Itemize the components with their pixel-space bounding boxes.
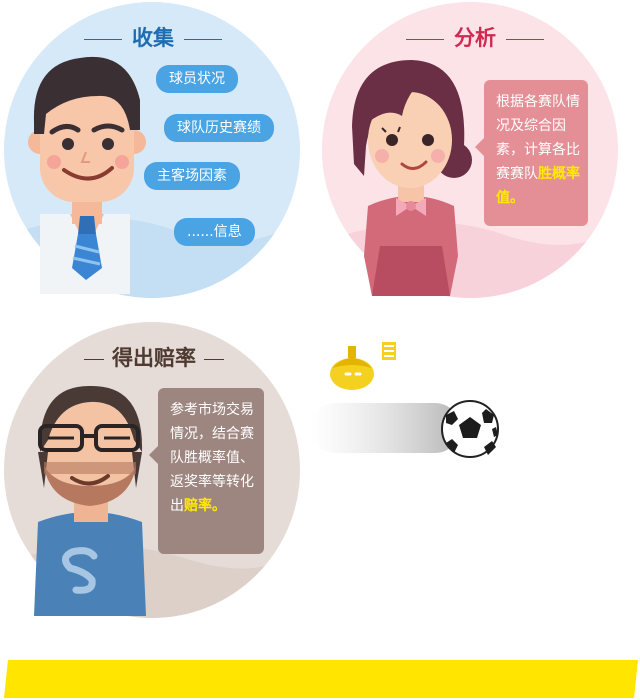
odds-title: 得出赔率 xyxy=(76,342,232,372)
odds-text: 参考市场交易情况，结合赛队胜概率值、返奖率等转化出 xyxy=(170,402,254,514)
soccer-ball-icon xyxy=(310,400,499,458)
man-character-icon xyxy=(28,56,146,294)
woman-character-icon xyxy=(352,60,472,296)
collect-item-home-away: 主客场因素 xyxy=(144,162,240,190)
collect-item-player: 球员状况 xyxy=(156,65,238,93)
analyze-highlight: 胜概率值。 xyxy=(496,166,580,206)
bearded-man-character-icon xyxy=(34,385,146,616)
analyze-text: 根据各赛队情况及综合因素，计算各比赛赛队 xyxy=(496,94,580,182)
analyze-title: 分析 xyxy=(396,22,554,52)
collect-item-info: ......信息 xyxy=(174,218,255,246)
odds-callout: 参考市场交易情况，结合赛队胜概率值、返奖率等转化出赔率。 xyxy=(149,388,264,554)
soccer-ball-motion xyxy=(300,395,530,465)
collect-item-history: 球队历史赛绩 xyxy=(164,114,274,142)
acorn-bag-icon xyxy=(330,342,396,390)
collect-title: 收集 xyxy=(74,22,232,52)
analyze-callout: 根据各赛队情况及综合因素，计算各比赛赛队胜概率值。 xyxy=(475,80,588,226)
odds-highlight: 赔率。 xyxy=(184,498,226,514)
bottom-yellow-bar xyxy=(4,660,638,698)
